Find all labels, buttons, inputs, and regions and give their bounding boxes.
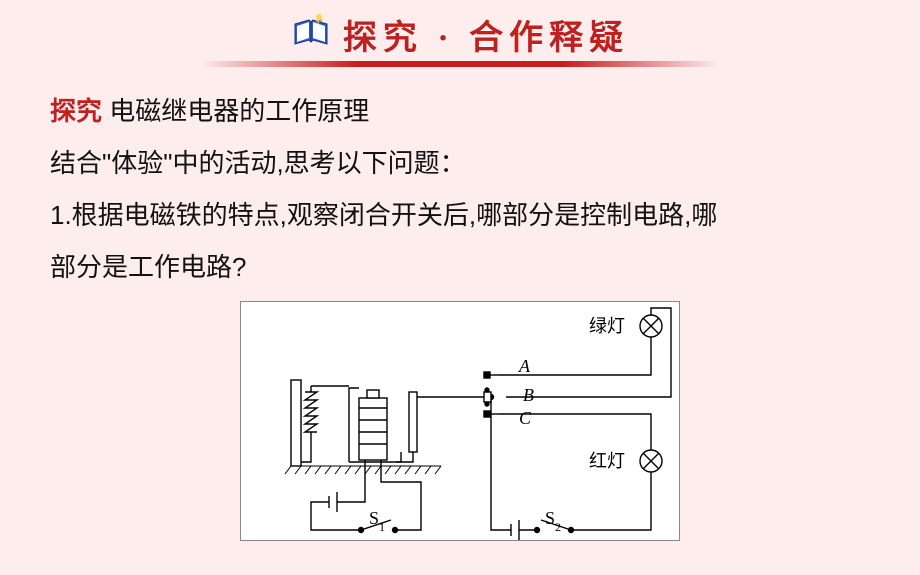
label-A: A (518, 356, 531, 376)
q1-line1: 1.根据电磁铁的特点,观察闭合开关后,哪部分是控制电路,哪 (50, 189, 870, 241)
label-S1: S1 (369, 508, 385, 534)
book-icon (291, 14, 331, 55)
instruction-line: 结合"体验"中的活动,思考以下问题： (50, 137, 870, 189)
q1-line2: 部分是工作电路? (50, 241, 870, 293)
content: 探究 电磁继电器的工作原理 结合"体验"中的活动,思考以下问题： 1.根据电磁铁… (0, 67, 920, 541)
banner: 探究 · 合作释疑 (0, 0, 920, 59)
topic-text: 电磁继电器的工作原理 (109, 96, 369, 126)
label-S2: S2 (545, 508, 561, 534)
label-red: 红灯 (589, 451, 625, 471)
topic-line: 探究 电磁继电器的工作原理 (50, 85, 870, 137)
banner-title: 探究 · 合作释疑 (343, 10, 629, 59)
keyword: 探究 (50, 96, 102, 126)
circuit-diagram: A B C 绿灯 红灯 S1 S2 (240, 301, 680, 541)
label-C: C (519, 408, 532, 428)
label-B: B (523, 385, 534, 405)
label-green: 绿灯 (589, 316, 625, 336)
